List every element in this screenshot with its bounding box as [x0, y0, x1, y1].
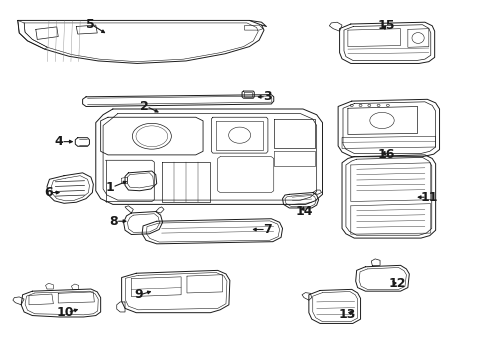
Text: 15: 15 — [376, 19, 394, 32]
Text: 9: 9 — [134, 288, 142, 301]
Text: 4: 4 — [55, 135, 63, 148]
Text: 10: 10 — [57, 306, 74, 319]
Text: 13: 13 — [338, 308, 355, 321]
Text: 6: 6 — [44, 186, 53, 199]
Text: 14: 14 — [295, 205, 313, 218]
Text: 1: 1 — [106, 181, 115, 194]
Text: 11: 11 — [419, 191, 437, 204]
Text: 16: 16 — [376, 148, 394, 161]
Text: 5: 5 — [85, 18, 94, 31]
Text: 7: 7 — [263, 223, 272, 236]
Text: 3: 3 — [263, 90, 272, 103]
Text: 2: 2 — [140, 100, 149, 113]
Text: 8: 8 — [109, 215, 118, 228]
Text: 12: 12 — [387, 278, 405, 291]
